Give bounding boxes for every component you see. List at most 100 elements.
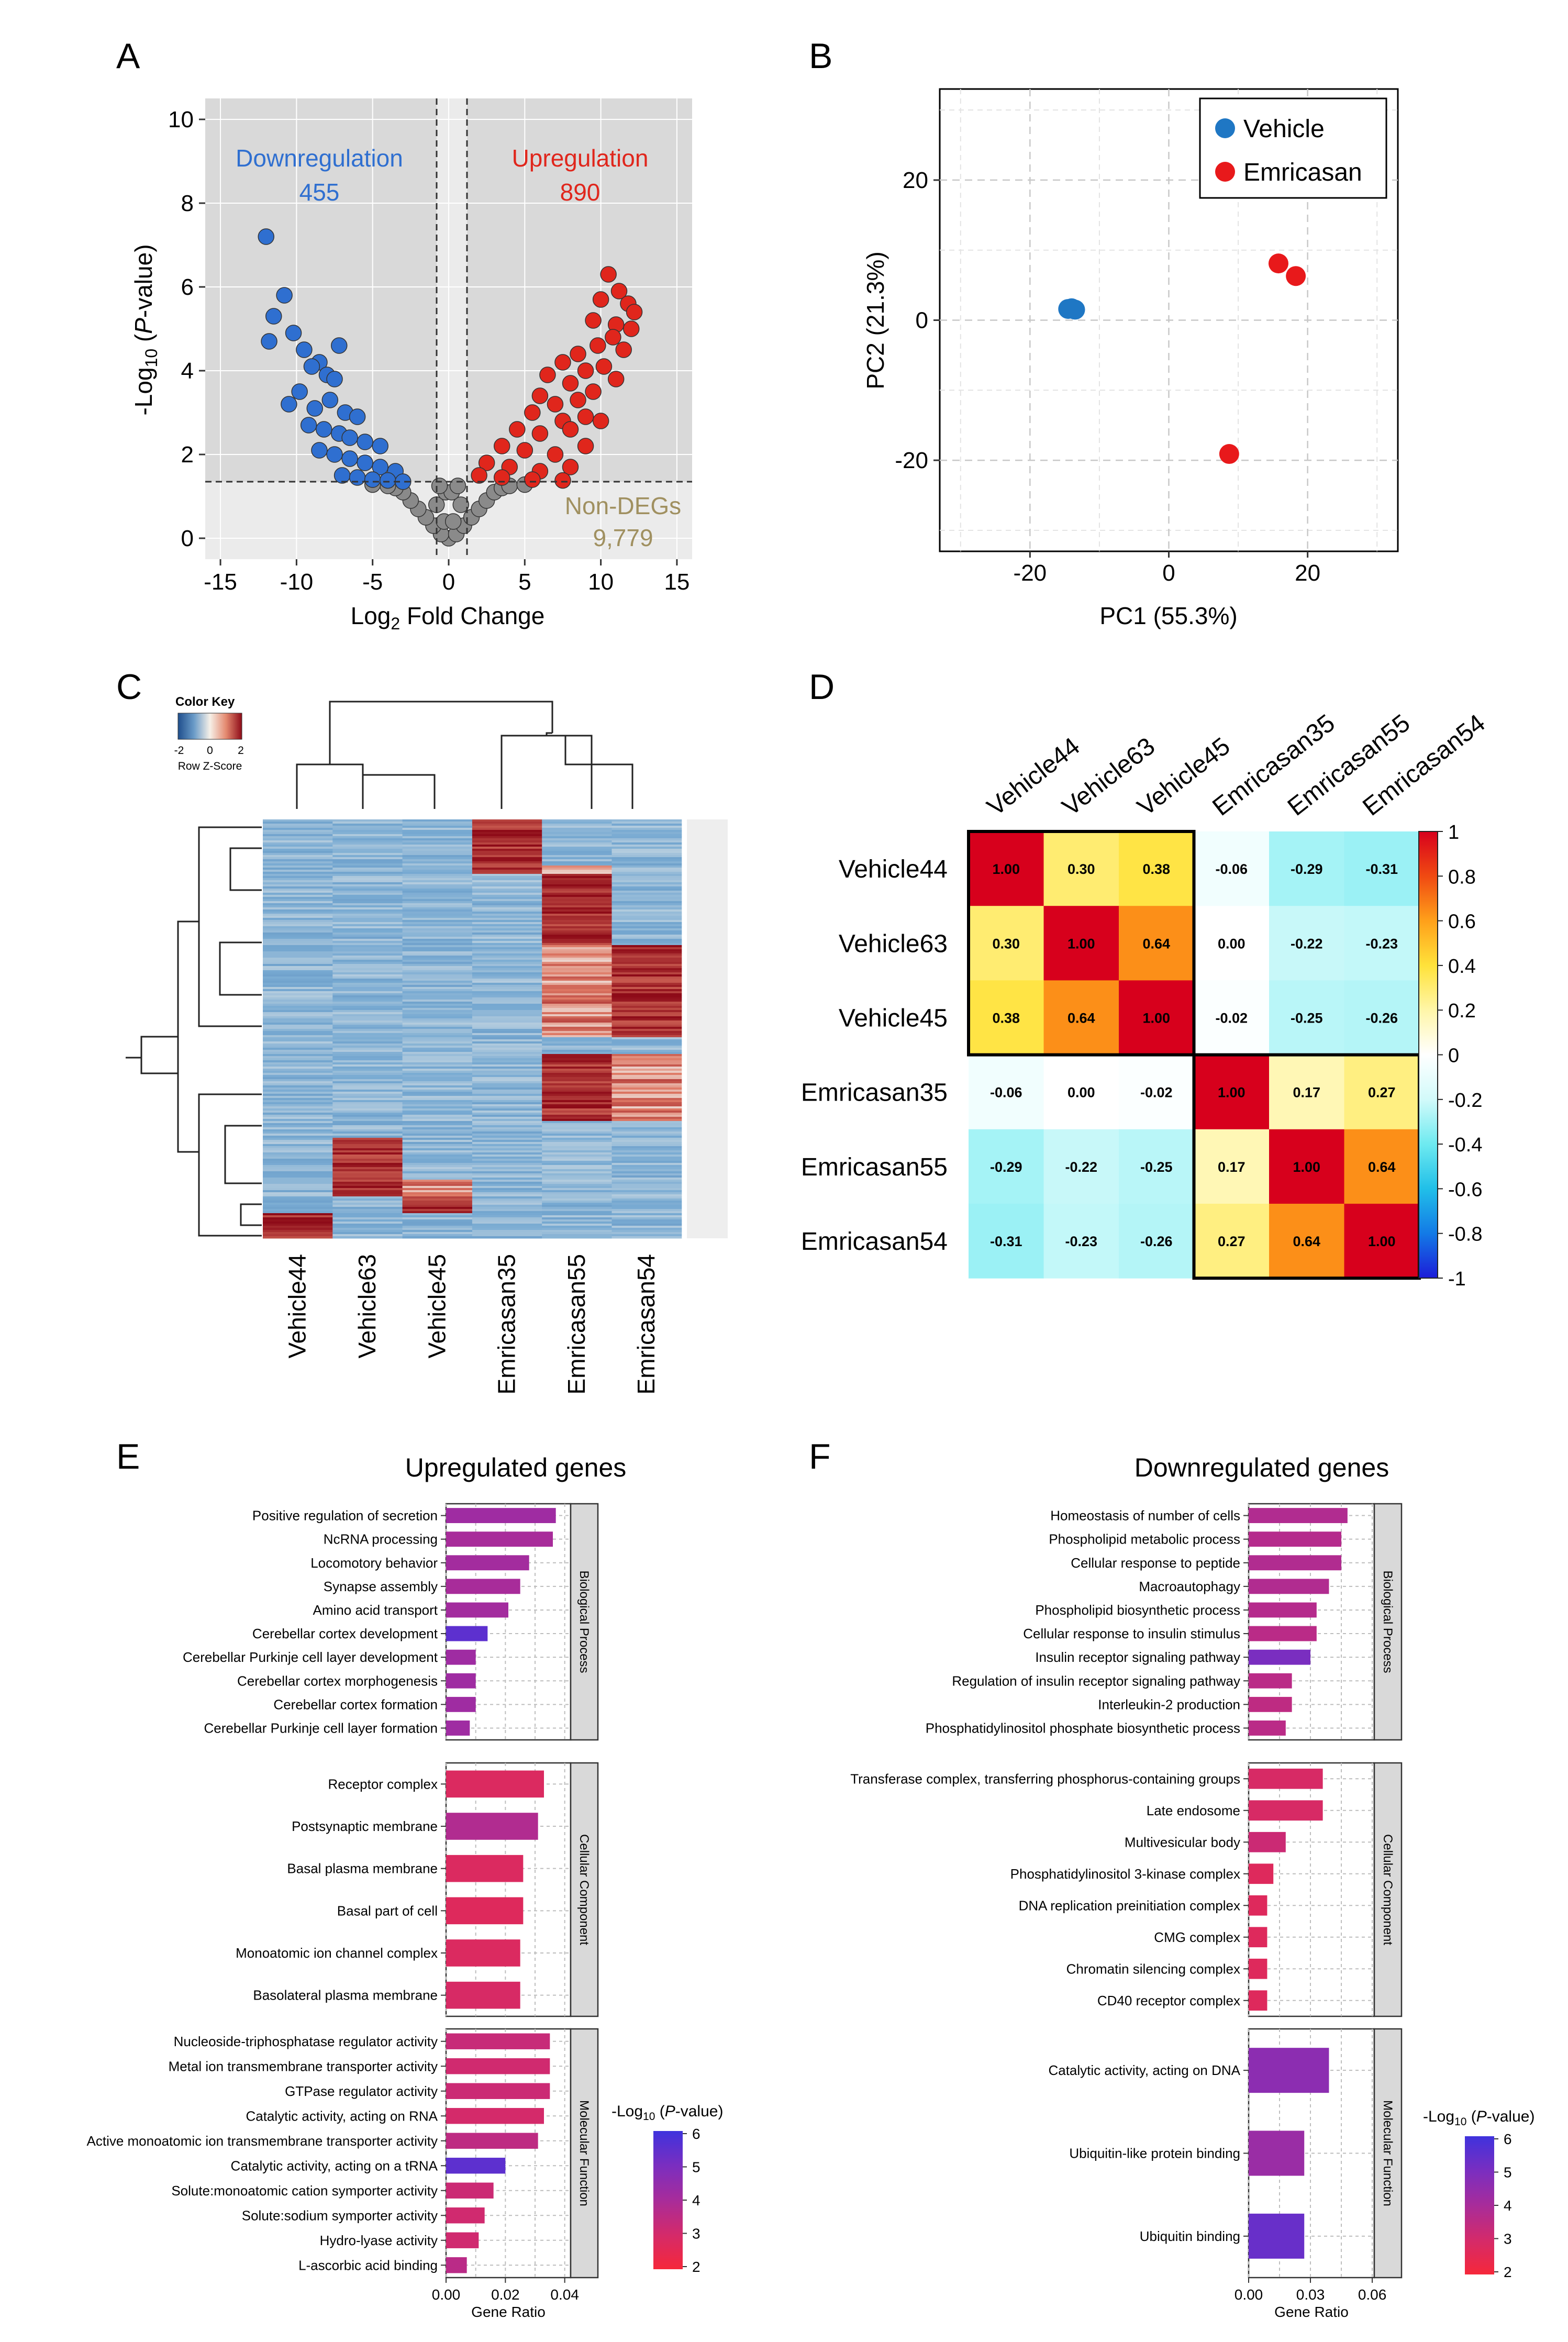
heatmap-cell xyxy=(472,939,542,941)
heatmap-cell xyxy=(402,1228,473,1230)
heatmap-cell xyxy=(472,1219,542,1222)
heatmap-cell xyxy=(332,1232,403,1235)
heatmap-cell xyxy=(263,1048,333,1050)
volcano-point-up xyxy=(577,408,594,425)
heatmap-cell xyxy=(402,1211,473,1214)
correlation-cell xyxy=(1269,980,1344,1056)
heatmap-cell xyxy=(402,1165,473,1168)
volcano-point-down xyxy=(258,228,274,245)
heatmap-cell xyxy=(332,834,403,837)
heatmap-cell xyxy=(542,1111,612,1113)
heatmap-cell xyxy=(472,868,542,870)
heatmap-cell xyxy=(542,876,612,879)
go-term-label: Phosphatidylinositol 3-kinase complex xyxy=(1010,1866,1240,1882)
heatmap-cell xyxy=(542,1085,612,1088)
heatmap-cell xyxy=(542,1148,612,1151)
heatmap-cell xyxy=(402,964,473,967)
heatmap-cell xyxy=(472,1157,542,1159)
heatmap-cell xyxy=(472,1111,542,1113)
heatmap-cell xyxy=(263,1129,333,1132)
heatmap-cell xyxy=(332,924,403,927)
heatmap-cell xyxy=(332,935,403,937)
heatmap-cell xyxy=(402,901,473,904)
heatmap-cell xyxy=(332,1125,403,1128)
heatmap-cell xyxy=(332,878,403,881)
correlation-cell xyxy=(1194,831,1270,906)
heatmap-cell xyxy=(332,953,403,956)
heatmap-cell xyxy=(332,1134,403,1136)
heatmap-cell xyxy=(472,1129,542,1132)
heatmap-cell xyxy=(263,914,333,916)
go-bar xyxy=(1249,2048,1329,2093)
heatmap-cell xyxy=(542,857,612,860)
heatmap-cell xyxy=(472,1222,542,1224)
heatmap-cell xyxy=(611,855,682,858)
heatmap-cell xyxy=(263,1215,333,1218)
heatmap-cell xyxy=(402,1056,473,1059)
heatmap-cell xyxy=(542,874,612,876)
pca-points xyxy=(1058,253,1306,464)
correlation-cell xyxy=(1269,831,1344,906)
heatmap-cell xyxy=(402,836,473,839)
heatmap-cell xyxy=(332,1023,403,1025)
heatmap-cell xyxy=(542,1165,612,1168)
go-term-label: Basal plasma membrane xyxy=(287,1861,438,1877)
heatmap-cell xyxy=(472,880,542,883)
heatmap-cell xyxy=(611,884,682,887)
heatmap-cell xyxy=(542,1196,612,1199)
heatmap-cell xyxy=(611,822,682,824)
volcano-x-tick-label: -10 xyxy=(280,569,314,595)
heatmap-cell xyxy=(472,1165,542,1168)
color-key-gradient xyxy=(177,713,242,740)
heatmap-cell xyxy=(472,930,542,933)
heatmap-cell xyxy=(263,979,333,981)
heatmap-cell xyxy=(263,941,333,944)
heatmap-cell xyxy=(542,872,612,874)
heatmap-cell xyxy=(611,857,682,860)
heatmap-cell xyxy=(542,1018,612,1021)
correlation-value: 0.64 xyxy=(1067,1011,1095,1026)
volcano-point-up xyxy=(592,291,609,308)
heatmap-cell xyxy=(263,832,333,835)
heatmap-cell xyxy=(402,1067,473,1069)
correlation-cell xyxy=(1344,980,1420,1056)
heatmap-cell xyxy=(472,1006,542,1008)
heatmap-cell xyxy=(263,1146,333,1149)
heatmap-cell xyxy=(402,937,473,939)
heatmap-cell xyxy=(263,901,333,904)
heatmap-cell xyxy=(472,974,542,977)
heatmap-cell xyxy=(611,1010,682,1013)
heatmap-cell xyxy=(611,1016,682,1019)
heatmap-cell xyxy=(263,920,333,923)
heatmap-cell xyxy=(542,989,612,992)
go-term-label: Ubiquitin-like protein binding xyxy=(1069,2146,1240,2161)
heatmap-cell xyxy=(542,1012,612,1015)
heatmap-cell xyxy=(611,1033,682,1036)
go-term-label: Postsynaptic membrane xyxy=(292,1818,438,1834)
heatmap-cell xyxy=(332,819,403,822)
heatmap-cell xyxy=(402,1102,473,1105)
heatmap-cell xyxy=(263,1211,333,1214)
heatmap-cell xyxy=(263,1104,333,1107)
heatmap-cell xyxy=(611,1020,682,1023)
heatmap-cell xyxy=(263,1041,333,1044)
go-x-tick-label: 0.06 xyxy=(1358,2286,1387,2303)
volcano-point-nondeg xyxy=(431,478,448,494)
heatmap-cell xyxy=(472,1108,542,1111)
pca-y-tick-label: 20 xyxy=(903,168,928,193)
heatmap-cell xyxy=(472,1098,542,1101)
heatmap-cell xyxy=(611,859,682,862)
volcano-point-down xyxy=(265,308,282,325)
heatmap-cell xyxy=(263,1213,333,1216)
heatmap-cell xyxy=(542,828,612,830)
heatmap-cell xyxy=(332,891,403,893)
correlation-value: 0.64 xyxy=(1293,1234,1320,1249)
correlation-value: 0.30 xyxy=(1067,861,1095,877)
go-bar xyxy=(1249,1508,1348,1523)
heatmap-cell xyxy=(542,1023,612,1025)
volcano-point-down xyxy=(285,325,302,341)
correlation-cell xyxy=(969,980,1044,1056)
heatmap-cell xyxy=(332,870,403,872)
heatmap-cell xyxy=(542,1169,612,1172)
heatmap-cell xyxy=(332,909,403,912)
